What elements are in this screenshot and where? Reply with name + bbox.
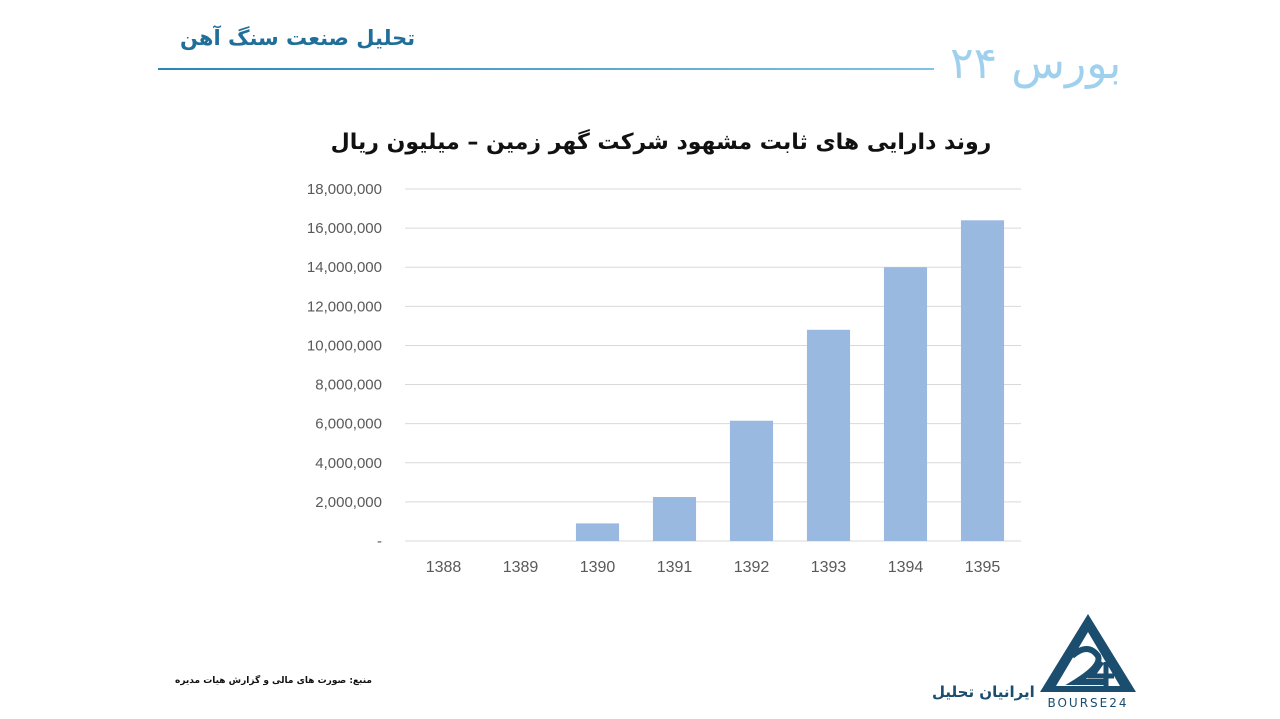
x-tick-label: 1391 xyxy=(657,559,693,576)
y-tick-label: 16,000,000 xyxy=(307,220,382,237)
x-tick-label: 1389 xyxy=(503,559,539,576)
bar-1392 xyxy=(729,420,774,541)
x-tick-label: 1392 xyxy=(734,559,770,576)
bar-1391 xyxy=(652,497,697,541)
y-tick-label: 12,000,000 xyxy=(307,298,382,315)
x-tick-label: 1390 xyxy=(580,559,616,576)
gridlines xyxy=(405,188,1021,542)
bar-1390 xyxy=(575,523,620,541)
y-axis-ticks: - 2,000,000 4,000,000 6,000,000 8,000,000 10,… xyxy=(307,181,382,550)
y-tick-label: 6,000,000 xyxy=(315,416,382,433)
y-tick-label: 18,000,000 xyxy=(307,181,382,198)
publisher-name: ایرانیان تحلیل xyxy=(932,683,1035,701)
y-tick-label: 8,000,000 xyxy=(315,377,382,394)
bourse24-logo-text: BOURSE24 xyxy=(1047,696,1129,710)
header-title: تحلیل صنعت سنگ آهن xyxy=(180,26,416,50)
chart-title: روند دارایی های ثابت مشهود شرکت گهر زمین… xyxy=(330,130,992,155)
y-tick-label: 14,000,000 xyxy=(307,259,382,276)
brand-logo: بورس ۲۴ xyxy=(950,38,1122,89)
y-tick-label: 4,000,000 xyxy=(315,455,382,472)
x-tick-label: 1393 xyxy=(811,559,847,576)
x-axis-ticks: 1388 1389 1390 1391 1392 1393 1394 1395 xyxy=(426,559,1001,576)
source-note: منبع: صورت های مالی و گزارش هیات مدیره xyxy=(175,676,372,686)
bourse24-logo-icon xyxy=(1040,614,1136,692)
x-tick-label: 1388 xyxy=(426,559,462,576)
bar-1395 xyxy=(960,220,1005,542)
bar-1394 xyxy=(883,267,928,541)
x-tick-label: 1394 xyxy=(888,559,924,576)
y-tick-label: 2,000,000 xyxy=(315,494,382,511)
bar-1393 xyxy=(806,329,851,541)
y-tick-label: - xyxy=(377,533,382,550)
x-tick-label: 1395 xyxy=(965,559,1001,576)
y-tick-label: 10,000,000 xyxy=(307,337,382,354)
bars xyxy=(575,220,1005,542)
header-divider xyxy=(158,68,934,70)
